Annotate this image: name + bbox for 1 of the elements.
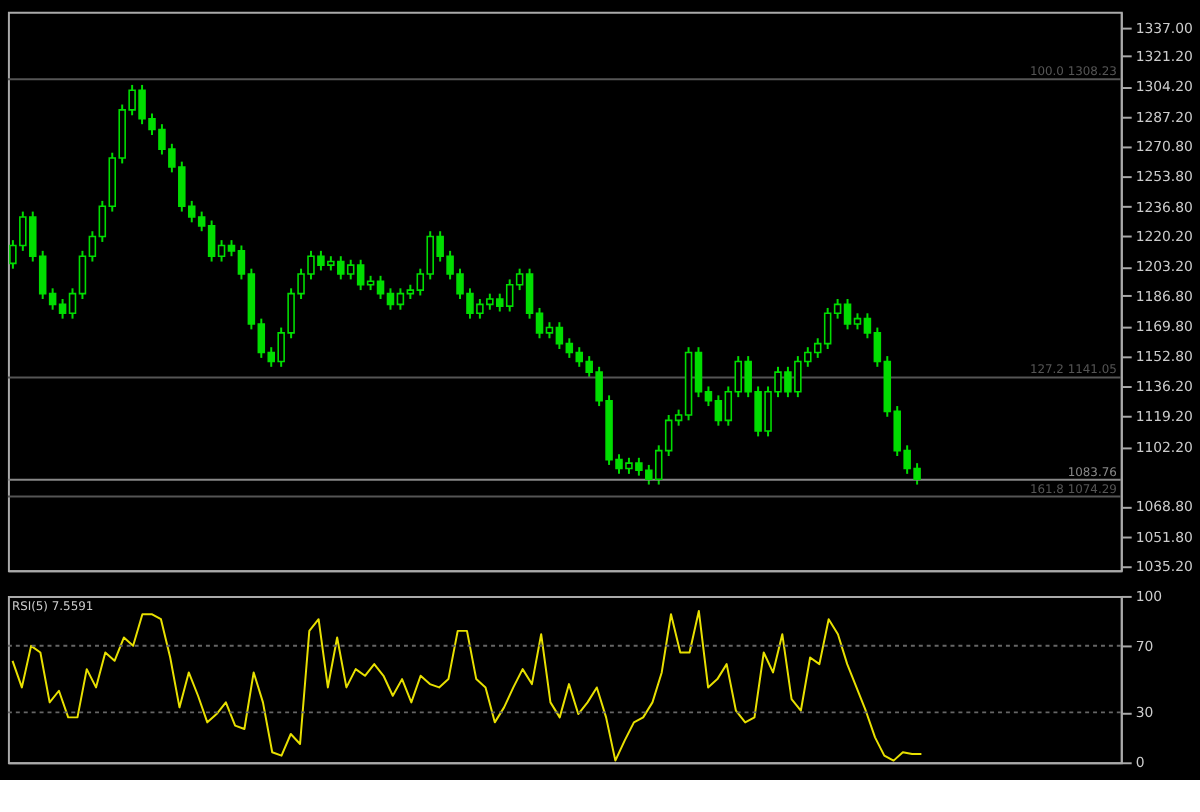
line-series [11,609,923,762]
